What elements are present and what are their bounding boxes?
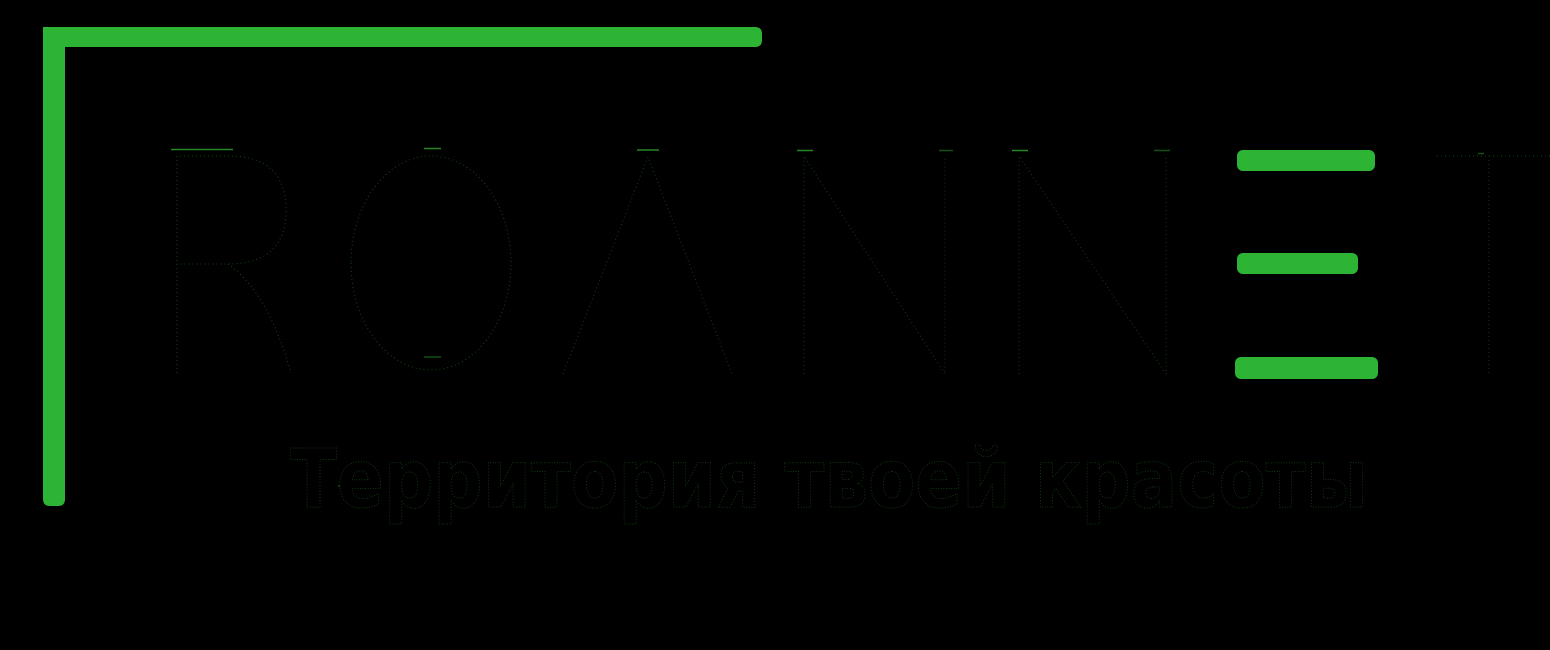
glyph-fringe-stems [562, 155, 1550, 375]
e-bar-middle [1237, 253, 1358, 274]
e-bar-top [1237, 150, 1375, 171]
letter-e-bars [1235, 150, 1378, 379]
tagline-text: Территория твоей красоты [290, 433, 1368, 527]
e-bar-bottom [1235, 357, 1378, 379]
glyph-fringe-accents [171, 147, 1484, 487]
